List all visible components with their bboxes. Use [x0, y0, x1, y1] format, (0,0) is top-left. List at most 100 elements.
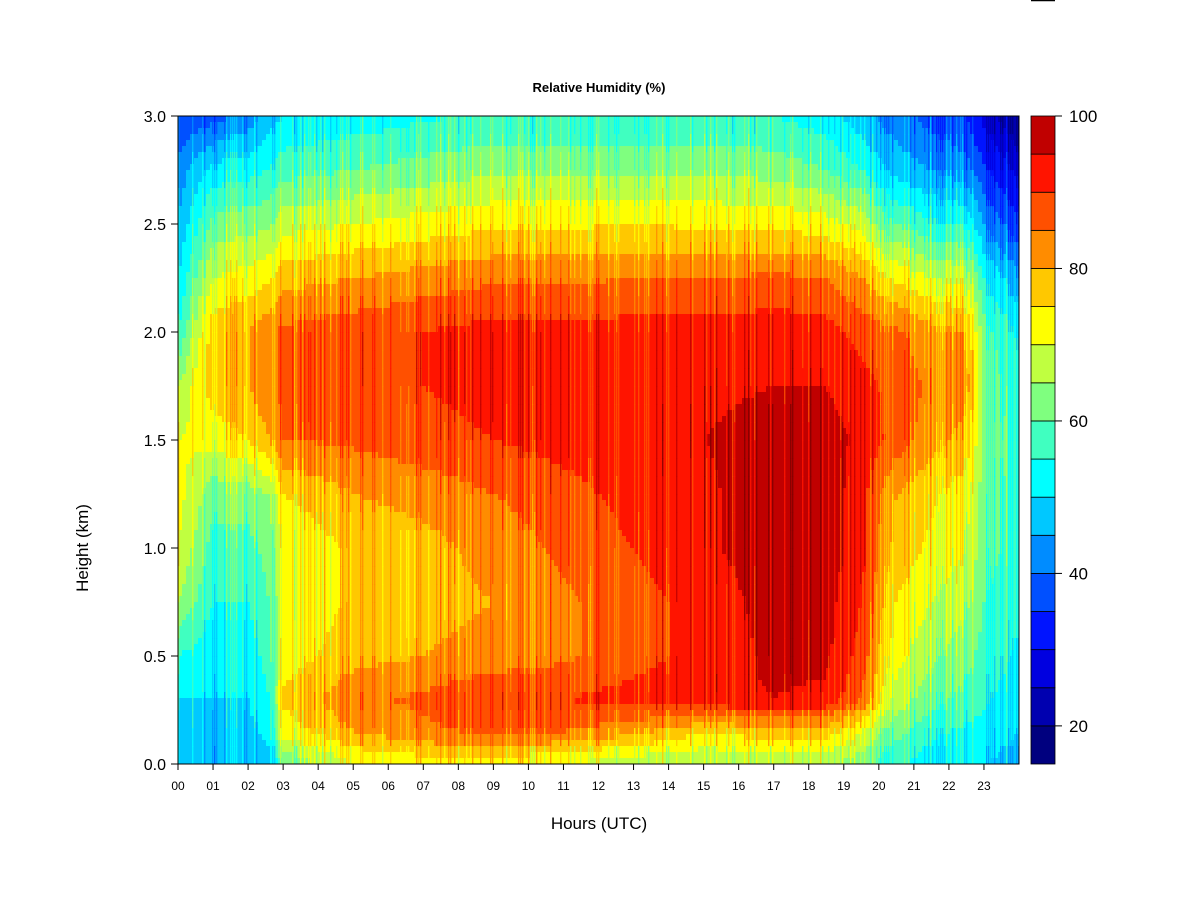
heatmap-cell [354, 662, 359, 669]
heatmap-cell [354, 302, 359, 309]
heatmap-cell [250, 320, 255, 327]
heatmap-cell [182, 710, 187, 717]
heatmap-cell [262, 686, 267, 693]
heatmap-cell [258, 206, 263, 213]
heatmap-cell [250, 212, 255, 219]
heatmap-cell [286, 686, 291, 693]
heatmap-cell [258, 152, 263, 159]
heatmap-cell [206, 320, 211, 327]
heatmap-cell [238, 278, 243, 285]
heatmap-cell [206, 194, 211, 201]
heatmap-cell [354, 530, 359, 537]
heatmap-cell [262, 356, 267, 363]
heatmap-cell [250, 308, 255, 315]
heatmap-cell [238, 326, 243, 333]
heatmap-cell [218, 470, 223, 477]
heatmap-cell [206, 686, 211, 693]
heatmap-cell [262, 602, 267, 609]
heatmap-cell [218, 152, 223, 159]
heatmap-cell [206, 356, 211, 363]
heatmap-cell [198, 338, 203, 345]
heatmap-cell [238, 428, 243, 435]
heatmap-cell [182, 374, 187, 381]
heatmap-cell [326, 638, 331, 645]
heatmap-cell [206, 512, 211, 519]
heatmap-cell [258, 392, 263, 399]
heatmap-cell [250, 158, 255, 165]
heatmap-cell [282, 170, 287, 177]
heatmap-cell [250, 290, 255, 297]
heatmap-cell [198, 638, 203, 645]
heatmap-cell [250, 200, 255, 207]
heatmap-cell [266, 740, 271, 747]
heatmap-cell [286, 548, 291, 555]
heatmap-cell [354, 608, 359, 615]
heatmap-cell [198, 500, 203, 507]
heatmap-cell [198, 284, 203, 291]
heatmap-cell [250, 506, 255, 513]
heatmap-cell [258, 278, 263, 285]
heatmap-cell [182, 608, 187, 615]
heatmap-cell [286, 626, 291, 633]
heatmap-cell [258, 302, 263, 309]
heatmap-cell [238, 230, 243, 237]
heatmap-cell [250, 734, 255, 741]
heatmap-cell [186, 704, 191, 711]
heatmap-cell [282, 236, 287, 243]
heatmap-cell [354, 266, 359, 273]
heatmap-cell [282, 710, 287, 717]
heatmap-cell [258, 344, 263, 351]
heatmap-cell [182, 704, 187, 711]
heatmap-cell [258, 476, 263, 483]
heatmap-cell [286, 746, 291, 753]
heatmap-cell [258, 368, 263, 375]
heatmap-cell [354, 686, 359, 693]
heatmap-cell [206, 404, 211, 411]
heatmap-cell [250, 248, 255, 255]
heatmap-cell [250, 644, 255, 651]
heatmap-cell [194, 488, 199, 495]
heatmap-cell [286, 284, 291, 291]
heatmap-cell [206, 632, 211, 639]
heatmap-cell [282, 602, 287, 609]
heatmap-cell [354, 290, 359, 297]
heatmap-cell [250, 542, 255, 549]
heatmap-cell [186, 128, 191, 135]
heatmap-cell [206, 122, 211, 129]
heatmap-cell [182, 290, 187, 297]
heatmap-cell [262, 146, 267, 153]
heatmap-cell [258, 560, 263, 567]
heatmap-cell [218, 398, 223, 405]
heatmap-cell [186, 164, 191, 171]
heatmap-cell [198, 458, 203, 465]
heatmap-cell [354, 134, 359, 141]
heatmap-cell [354, 164, 359, 171]
heatmap-cell [206, 176, 211, 183]
heatmap-cell [266, 332, 271, 339]
heatmap-cell [258, 254, 263, 261]
heatmap-cell [206, 680, 211, 687]
heatmap-cell [238, 434, 243, 441]
heatmap-cell [182, 590, 187, 597]
heatmap-cell [258, 728, 263, 735]
heatmap-cell [206, 698, 211, 705]
heatmap-cell [286, 302, 291, 309]
heatmap-cell [354, 278, 359, 285]
heatmap-cell [286, 350, 291, 357]
heatmap-cell [326, 524, 331, 531]
heatmap-cell [250, 278, 255, 285]
heatmap-cell [218, 374, 223, 381]
heatmap-cell [218, 134, 223, 141]
heatmap-cell [218, 224, 223, 231]
heatmap-cell [266, 608, 271, 615]
heatmap-cell [282, 662, 287, 669]
heatmap-cell [186, 266, 191, 273]
heatmap-cell [326, 380, 331, 387]
heatmap-cell [262, 392, 267, 399]
heatmap-cell [194, 512, 199, 519]
heatmap-cell [186, 722, 191, 729]
heatmap-cell [218, 320, 223, 327]
heatmap-cell [182, 506, 187, 513]
heatmap-cell [258, 470, 263, 477]
heatmap-cell [266, 116, 271, 123]
